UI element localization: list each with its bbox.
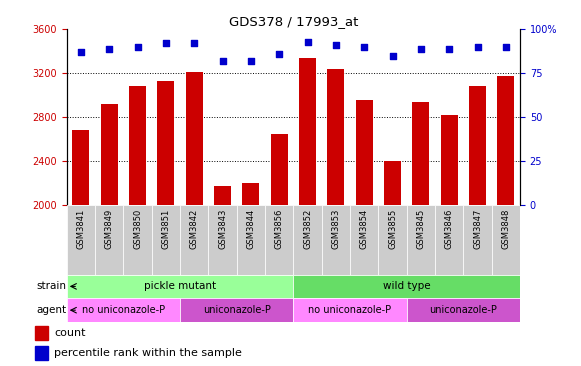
Point	[303, 39, 312, 45]
Bar	[469, 86, 486, 205]
Text: GSM3852: GSM3852	[303, 209, 312, 249]
Text: uniconazole-P: uniconazole-P	[203, 305, 271, 315]
Bar	[435, 205, 464, 274]
Title: GDS378 / 17993_at: GDS378 / 17993_at	[229, 15, 358, 28]
Point	[189, 40, 199, 46]
Point	[360, 44, 369, 50]
Bar	[186, 72, 203, 205]
Bar	[73, 130, 89, 205]
Bar	[242, 183, 259, 205]
Point	[388, 53, 397, 59]
Point	[218, 58, 227, 64]
Text: GSM3841: GSM3841	[77, 209, 85, 249]
Bar	[464, 205, 492, 274]
Bar	[293, 274, 520, 298]
Bar	[356, 100, 373, 205]
Bar	[180, 298, 293, 322]
Text: GSM3845: GSM3845	[417, 209, 425, 249]
Bar	[123, 205, 152, 274]
Text: GSM3855: GSM3855	[388, 209, 397, 249]
Text: GSM3848: GSM3848	[501, 209, 510, 249]
Text: GSM3854: GSM3854	[360, 209, 369, 249]
Bar	[209, 205, 237, 274]
Bar	[440, 115, 458, 205]
Text: GSM3844: GSM3844	[246, 209, 256, 249]
Text: pickle mutant: pickle mutant	[144, 281, 216, 291]
Text: no uniconazole-P: no uniconazole-P	[82, 305, 165, 315]
Bar	[101, 104, 118, 205]
Text: wild type: wild type	[383, 281, 431, 291]
Text: percentile rank within the sample: percentile rank within the sample	[54, 348, 242, 358]
Text: uniconazole-P: uniconazole-P	[429, 305, 497, 315]
Bar	[407, 205, 435, 274]
Bar	[35, 326, 48, 340]
Bar	[129, 86, 146, 205]
Bar	[293, 298, 407, 322]
Text: GSM3853: GSM3853	[331, 209, 340, 249]
Bar	[328, 69, 345, 205]
Bar	[157, 81, 174, 205]
Bar	[322, 205, 350, 274]
Point	[246, 58, 256, 64]
Point	[416, 46, 425, 52]
Text: GSM3843: GSM3843	[218, 209, 227, 249]
Bar	[293, 205, 322, 274]
Text: GSM3850: GSM3850	[133, 209, 142, 249]
Bar	[237, 205, 265, 274]
Bar	[152, 205, 180, 274]
Bar	[492, 205, 520, 274]
Text: GSM3847: GSM3847	[473, 209, 482, 249]
Text: GSM3846: GSM3846	[444, 209, 454, 249]
Bar	[67, 298, 180, 322]
Point	[76, 49, 85, 55]
Bar	[378, 205, 407, 274]
Bar	[95, 205, 123, 274]
Text: GSM3856: GSM3856	[275, 209, 284, 249]
Text: GSM3842: GSM3842	[190, 209, 199, 249]
Point	[501, 44, 511, 50]
Text: GSM3849: GSM3849	[105, 209, 114, 249]
Bar	[214, 186, 231, 205]
Bar	[67, 205, 95, 274]
Point	[473, 44, 482, 50]
Bar	[407, 298, 520, 322]
Bar	[350, 205, 378, 274]
Point	[133, 44, 142, 50]
Bar	[299, 58, 316, 205]
Point	[105, 46, 114, 52]
Bar	[67, 274, 293, 298]
Point	[331, 42, 340, 48]
Text: agent: agent	[37, 305, 67, 315]
Point	[162, 40, 171, 46]
Text: count: count	[54, 328, 85, 338]
Point	[275, 51, 284, 57]
Text: no uniconazole-P: no uniconazole-P	[309, 305, 392, 315]
Bar	[35, 346, 48, 360]
Point	[444, 46, 454, 52]
Bar	[180, 205, 209, 274]
Bar	[384, 161, 401, 205]
Bar	[265, 205, 293, 274]
Bar	[497, 76, 514, 205]
Bar	[271, 134, 288, 205]
Bar	[413, 102, 429, 205]
Text: strain: strain	[37, 281, 67, 291]
Text: GSM3851: GSM3851	[162, 209, 170, 249]
